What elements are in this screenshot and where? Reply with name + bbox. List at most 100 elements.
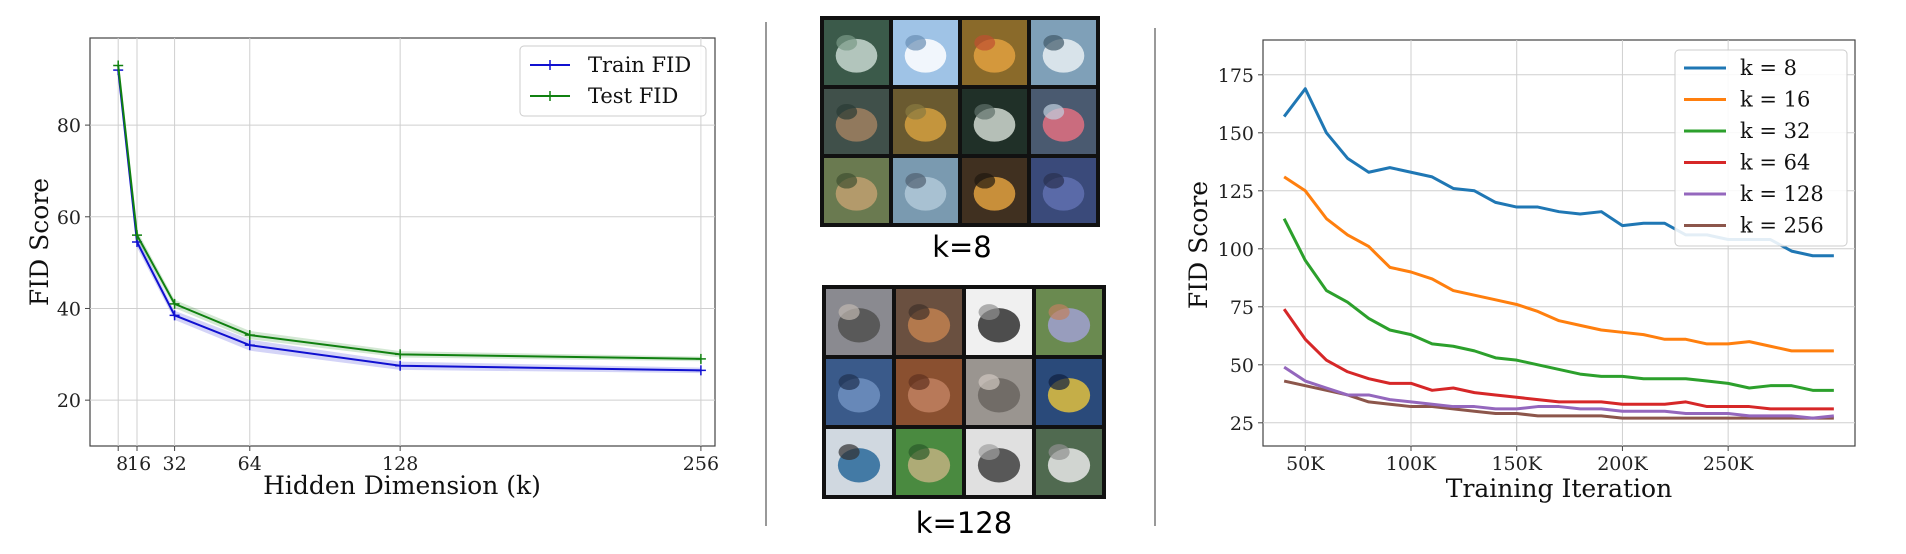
- x-tick-label: 100K: [1386, 453, 1437, 475]
- chart-training-iteration: 50K 100K 150K 200K 250K 25 50 75 100 125 150 175 Tr…: [1184, 39, 1856, 503]
- x-tick-label: 150K: [1491, 453, 1542, 475]
- sample-image: [893, 20, 958, 85]
- series-line: [1283, 365, 1835, 420]
- sample-image-blob: [836, 34, 858, 51]
- sample-image: [1031, 89, 1096, 154]
- legend-label: k = 64: [1740, 151, 1810, 175]
- sample-image-blob: [1048, 374, 1070, 391]
- sample-image: [824, 158, 889, 223]
- y-tick-label: 20: [57, 390, 81, 412]
- sample-image: [966, 289, 1032, 355]
- sample-image-blob: [908, 374, 930, 391]
- sample-image-blob: [1048, 304, 1070, 321]
- legend-label: Train FID: [588, 53, 691, 77]
- sample-image: [1036, 289, 1102, 355]
- sample-image-blob: [908, 444, 930, 461]
- sample-image-blob: [905, 172, 927, 189]
- x-axis-label: Training Iteration: [1446, 474, 1672, 503]
- sample-image: [966, 429, 1032, 495]
- y-tick-label: 125: [1218, 181, 1254, 203]
- x-tick-label: 128: [382, 453, 418, 475]
- sample-image: [826, 359, 892, 425]
- legend-label: k = 256: [1740, 214, 1824, 238]
- x-tick-label: 250K: [1703, 453, 1754, 475]
- sample-image-blob: [905, 103, 927, 120]
- tick-labels: 50K 100K 150K 200K 250K 25 50 75 100 125 150 175: [1218, 65, 1754, 475]
- sample-image-blob: [978, 374, 1000, 391]
- sample-image: [1031, 158, 1096, 223]
- x-tick-label: 50K: [1286, 453, 1325, 475]
- sample-image: [1031, 20, 1096, 85]
- sample-image-blob: [905, 34, 927, 51]
- sample-image: [893, 158, 958, 223]
- sample-grid-k8: [820, 16, 1100, 227]
- sample-image: [966, 359, 1032, 425]
- sample-grid-k128: [822, 285, 1106, 499]
- series-lines: [1282, 87, 1835, 420]
- sample-image-blob: [836, 172, 858, 189]
- y-tick-label: 150: [1218, 123, 1254, 145]
- y-axis-label: FID Score: [25, 178, 54, 306]
- sample-image-blob: [1048, 444, 1070, 461]
- sample-image-blob: [838, 304, 860, 321]
- series-line: [1282, 217, 1834, 392]
- y-tick-label: 100: [1218, 239, 1254, 261]
- sample-image: [824, 89, 889, 154]
- x-tick-label: 200K: [1597, 453, 1648, 475]
- sample-image-blob: [978, 444, 1000, 461]
- y-tick-label: 50: [1230, 355, 1254, 377]
- y-tick-label: 75: [1230, 297, 1254, 319]
- x-tick-label: 8: [116, 453, 128, 475]
- x-tick-label: 64: [238, 453, 262, 475]
- x-tick-label: 256: [683, 453, 719, 475]
- sample-image: [826, 289, 892, 355]
- sample-image: [1036, 429, 1102, 495]
- sample-image: [896, 289, 962, 355]
- legend: k = 8 k = 16 k = 32 k = 64 k = 128 k = 256: [1674, 49, 1848, 247]
- sample-image: [896, 429, 962, 495]
- y-axis-label: FID Score: [1184, 181, 1213, 309]
- tick-labels: 816 32 64 128 256 20 40 60 80: [57, 115, 719, 475]
- legend-label: k = 16: [1740, 88, 1810, 112]
- series-line: [1283, 175, 1834, 353]
- sample-image-blob: [1043, 172, 1065, 189]
- sample-caption-k8: k=8: [932, 230, 992, 264]
- sample-image: [1036, 359, 1102, 425]
- sample-image: [824, 20, 889, 85]
- x-axis-label: Hidden Dimension (k): [263, 471, 541, 500]
- series-line: [1282, 308, 1834, 411]
- legend-label: k = 32: [1740, 119, 1810, 143]
- sample-caption-k128: k=128: [916, 506, 1012, 540]
- legend-label: k = 8: [1740, 56, 1797, 80]
- sample-image-blob: [974, 172, 996, 189]
- sample-image-blob: [974, 103, 996, 120]
- sample-image-blob: [838, 444, 860, 461]
- legend-box: [519, 45, 707, 117]
- x-tick-label: 16: [127, 453, 151, 475]
- series-lines: [113, 60, 706, 376]
- sample-image-blob: [1043, 34, 1065, 51]
- sample-image-blob: [908, 304, 930, 321]
- legend: Train FID Test FID: [519, 45, 707, 117]
- legend-label: Test FID: [588, 84, 678, 108]
- sample-image: [896, 359, 962, 425]
- legend-label: k = 128: [1740, 182, 1824, 206]
- x-tick-label: 32: [162, 453, 186, 475]
- sample-image-blob: [1043, 103, 1065, 120]
- sample-image-blob: [978, 304, 1000, 321]
- sample-image: [962, 20, 1027, 85]
- sample-image-blob: [836, 103, 858, 120]
- series-line: [1283, 379, 1834, 420]
- y-tick-label: 40: [57, 298, 81, 320]
- y-tick-label: 175: [1218, 65, 1254, 87]
- sample-image: [826, 429, 892, 495]
- grid: [90, 38, 715, 446]
- sample-image-blob: [838, 374, 860, 391]
- sample-image: [962, 158, 1027, 223]
- sample-image-blob: [974, 34, 996, 51]
- sample-image: [962, 89, 1027, 154]
- y-tick-label: 25: [1230, 413, 1254, 435]
- sample-image: [893, 89, 958, 154]
- y-tick-label: 60: [57, 207, 81, 229]
